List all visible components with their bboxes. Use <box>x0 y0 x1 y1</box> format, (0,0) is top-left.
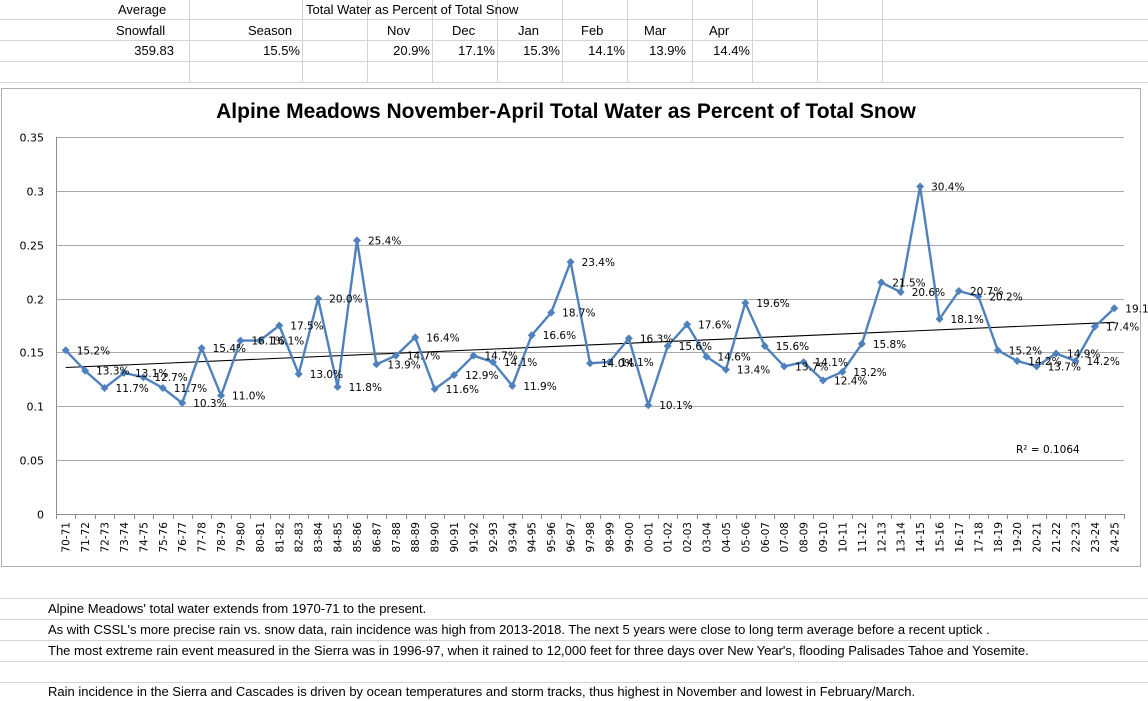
note-line: Alpine Meadows' total water extends from… <box>48 601 427 616</box>
month-value: 15.3% <box>523 43 560 58</box>
season-label: Season <box>248 23 293 38</box>
month-value: 14.4% <box>713 43 750 58</box>
avg-value: 359.83 <box>134 43 174 58</box>
month-label: Nov <box>387 23 411 38</box>
month-label: Feb <box>581 23 604 38</box>
month-label: Jan <box>518 23 539 38</box>
chart-title: Alpine Meadows November-April Total Wate… <box>216 100 916 123</box>
month-label: Dec <box>452 23 476 38</box>
avg-label-1: Average <box>118 2 167 17</box>
month-value: 13.9% <box>649 43 686 58</box>
month-label: Apr <box>709 23 730 38</box>
chart-area[interactable] <box>1 88 1141 567</box>
season-value: 15.5% <box>263 43 300 58</box>
month-value: 14.1% <box>588 43 625 58</box>
note-line: The most extreme rain event measured in … <box>48 643 1029 658</box>
month-value: 20.9% <box>393 43 430 58</box>
month-label: Mar <box>644 23 667 38</box>
note-line: As with CSSL's more precise rain vs. sno… <box>48 622 990 637</box>
total-water-label: Total Water as Percent of Total Snow <box>306 2 519 17</box>
note-line: Rain incidence in the Sierra and Cascade… <box>48 684 916 699</box>
avg-label-2: Snowfall <box>116 23 166 38</box>
month-value: 17.1% <box>458 43 495 58</box>
